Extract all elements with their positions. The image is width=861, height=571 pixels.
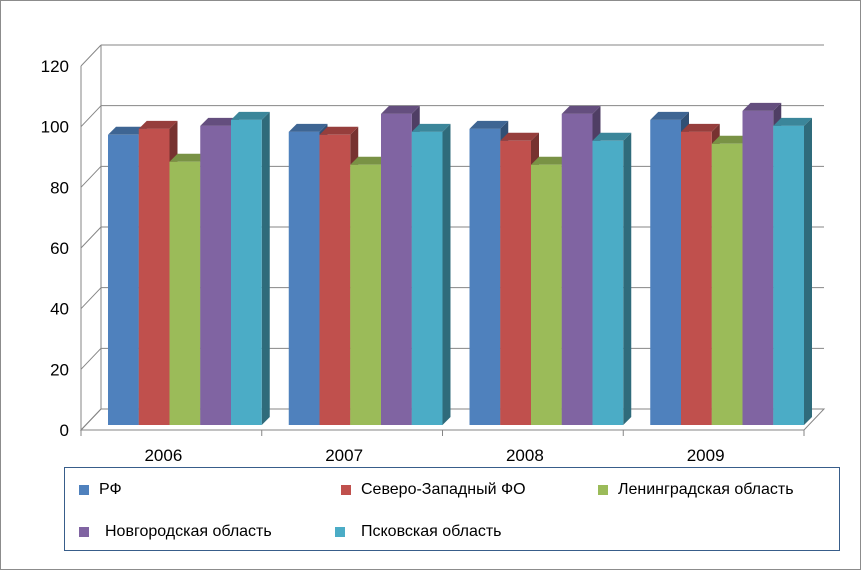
gridline-depth bbox=[80, 165, 102, 188]
bar-top bbox=[288, 123, 328, 132]
bar bbox=[231, 111, 270, 425]
gridline-depth bbox=[80, 105, 102, 128]
legend-swatch bbox=[598, 485, 608, 495]
bar bbox=[350, 156, 389, 425]
bar-front bbox=[773, 125, 804, 425]
bar-front bbox=[681, 131, 712, 426]
x-tick-label: 2006 bbox=[144, 446, 182, 465]
axis-labels: 0 20 40 60 80 100 120 2006 2007 2008 2009 bbox=[41, 57, 725, 465]
y-tick-label: 80 bbox=[50, 178, 69, 197]
bar-top bbox=[469, 120, 509, 129]
bar-front bbox=[169, 161, 201, 425]
bar-front bbox=[500, 140, 531, 425]
y-tick-label: 40 bbox=[50, 300, 69, 319]
bar-front bbox=[469, 128, 501, 425]
gridline-depth bbox=[80, 287, 102, 310]
bar-top bbox=[773, 117, 812, 126]
bar-top bbox=[531, 156, 570, 165]
bar-front bbox=[531, 164, 562, 425]
bar-top bbox=[681, 123, 720, 132]
legend-label: Северо-Западный ФО bbox=[361, 481, 526, 498]
legend-item-szfo: Северо-Западный ФО bbox=[341, 481, 526, 499]
bar-top bbox=[742, 102, 782, 111]
legend-item-rf: РФ bbox=[79, 481, 122, 499]
legend-item-novgorod: Новгородская область bbox=[79, 523, 272, 541]
bar-top bbox=[381, 105, 420, 114]
bar-top bbox=[650, 111, 689, 120]
bar-front bbox=[138, 128, 170, 425]
bar-front bbox=[108, 134, 139, 425]
bar-front bbox=[411, 131, 443, 426]
bar-top bbox=[231, 111, 270, 120]
legend-item-pskov: Псковская область bbox=[335, 523, 502, 541]
legend-swatch bbox=[79, 527, 89, 537]
bar-front bbox=[650, 119, 681, 425]
bar-front bbox=[350, 164, 381, 425]
bar-side bbox=[804, 117, 812, 425]
bar-front bbox=[742, 110, 774, 425]
floor bbox=[79, 408, 826, 431]
bar-top bbox=[561, 105, 601, 114]
y-tick-label: 120 bbox=[41, 57, 69, 76]
bar-top bbox=[169, 153, 209, 162]
bar bbox=[411, 123, 451, 426]
legend-swatch bbox=[79, 485, 89, 495]
bar-side bbox=[261, 111, 270, 425]
legend-label: Новгородская область bbox=[105, 523, 272, 540]
gridline-depth bbox=[80, 226, 102, 249]
legend-label: РФ bbox=[99, 481, 122, 498]
legend-label: Ленинградская область bbox=[618, 481, 794, 498]
bar-top bbox=[592, 132, 632, 141]
bar-top bbox=[138, 120, 178, 129]
bar-front bbox=[231, 119, 262, 425]
bar-top bbox=[108, 126, 147, 135]
bar-front bbox=[561, 113, 593, 425]
bars bbox=[108, 102, 812, 426]
bar-front bbox=[711, 143, 743, 426]
bar-top bbox=[411, 123, 451, 132]
x-tick-label: 2007 bbox=[325, 446, 363, 465]
bar-front bbox=[200, 125, 231, 425]
y-tick-label: 20 bbox=[50, 360, 69, 379]
bar-side bbox=[442, 123, 451, 426]
legend-label: Псковская область bbox=[361, 523, 502, 540]
y-tick-label: 100 bbox=[41, 118, 69, 137]
legend-swatch bbox=[341, 485, 351, 495]
gridline-depth bbox=[80, 347, 102, 370]
bar-top bbox=[711, 135, 751, 144]
axes bbox=[79, 45, 826, 436]
y-tick-label: 60 bbox=[50, 239, 69, 258]
legend: РФ Северо-Западный ФО Ленинградская обла… bbox=[64, 467, 840, 551]
bar-front bbox=[319, 134, 351, 425]
bar-front bbox=[592, 140, 624, 425]
bar-front bbox=[288, 131, 320, 426]
x-tick-label: 2009 bbox=[687, 446, 725, 465]
x-tick-label: 2008 bbox=[506, 446, 544, 465]
bar-top bbox=[500, 132, 539, 141]
bar-top bbox=[350, 156, 389, 165]
bar-top bbox=[200, 117, 239, 126]
bar-front bbox=[381, 113, 412, 425]
bar bbox=[773, 117, 812, 425]
legend-item-leningrad: Ленинградская область bbox=[598, 481, 794, 499]
bar bbox=[592, 132, 632, 425]
bar-side bbox=[623, 132, 632, 425]
bar-top bbox=[319, 126, 359, 135]
gridline-depth bbox=[80, 44, 102, 67]
legend-swatch bbox=[335, 527, 345, 537]
y-tick-label: 0 bbox=[60, 421, 69, 440]
